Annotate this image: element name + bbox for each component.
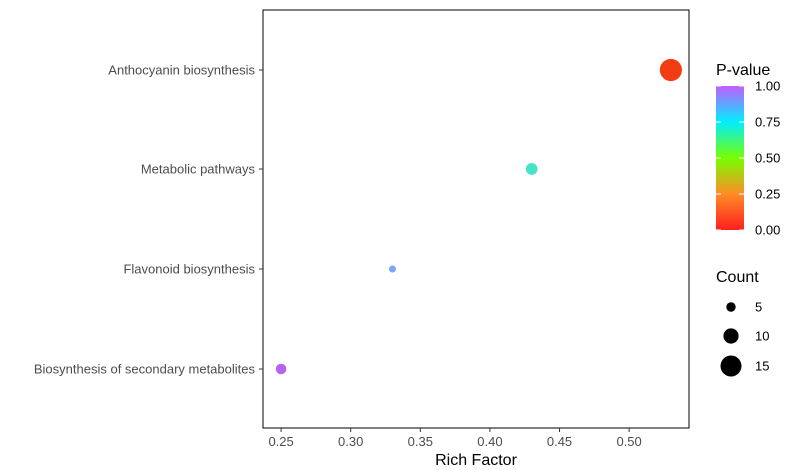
data-point	[275, 363, 287, 375]
plot-panel	[262, 9, 690, 429]
colorbar-tick-label: 0.25	[755, 187, 780, 202]
x-tick-label: 0.25	[268, 434, 293, 449]
data-point	[388, 265, 397, 273]
y-axis: Biosynthesis of secondary metabolites Fla…	[34, 63, 263, 377]
x-tick-label: 0.40	[477, 434, 502, 449]
p-value-legend-title: P-value	[716, 62, 770, 79]
x-axis-title: Rich Factor	[435, 452, 517, 469]
p-value-legend: P-value 1.00 0.75 0.50 0.25 0.00	[716, 62, 780, 238]
data-point	[525, 163, 538, 175]
x-tick-label: 0.30	[338, 434, 363, 449]
x-tick-label: 0.35	[408, 434, 433, 449]
data-points	[275, 58, 682, 375]
colorbar-tick-label: 0.00	[755, 223, 780, 238]
count-legend-key	[726, 302, 736, 312]
colorbar-tick-label: 0.75	[755, 115, 780, 130]
count-legend-key	[723, 328, 739, 344]
x-axis: 0.25 0.30 0.35 0.40 0.45 0.50	[268, 428, 642, 449]
y-tick-label: Metabolic pathways	[141, 162, 256, 177]
data-point	[659, 58, 682, 82]
y-tick-label: Anthocyanin biosynthesis	[108, 63, 255, 78]
count-legend-label: 15	[755, 359, 769, 374]
count-legend-key	[720, 355, 742, 377]
y-tick-label: Biosynthesis of secondary metabolites	[34, 362, 256, 377]
count-legend-label: 10	[755, 329, 769, 344]
y-tick-label: Flavonoid biosynthesis	[123, 262, 255, 277]
count-legend: Count 5 10 15	[716, 269, 769, 377]
colorbar-tick-label: 0.50	[755, 151, 780, 166]
x-tick-label: 0.50	[616, 434, 641, 449]
colorbar-tick-label: 1.00	[755, 79, 780, 94]
x-tick-label: 0.45	[547, 434, 572, 449]
count-legend-label: 5	[755, 300, 762, 315]
count-legend-title: Count	[716, 269, 759, 286]
